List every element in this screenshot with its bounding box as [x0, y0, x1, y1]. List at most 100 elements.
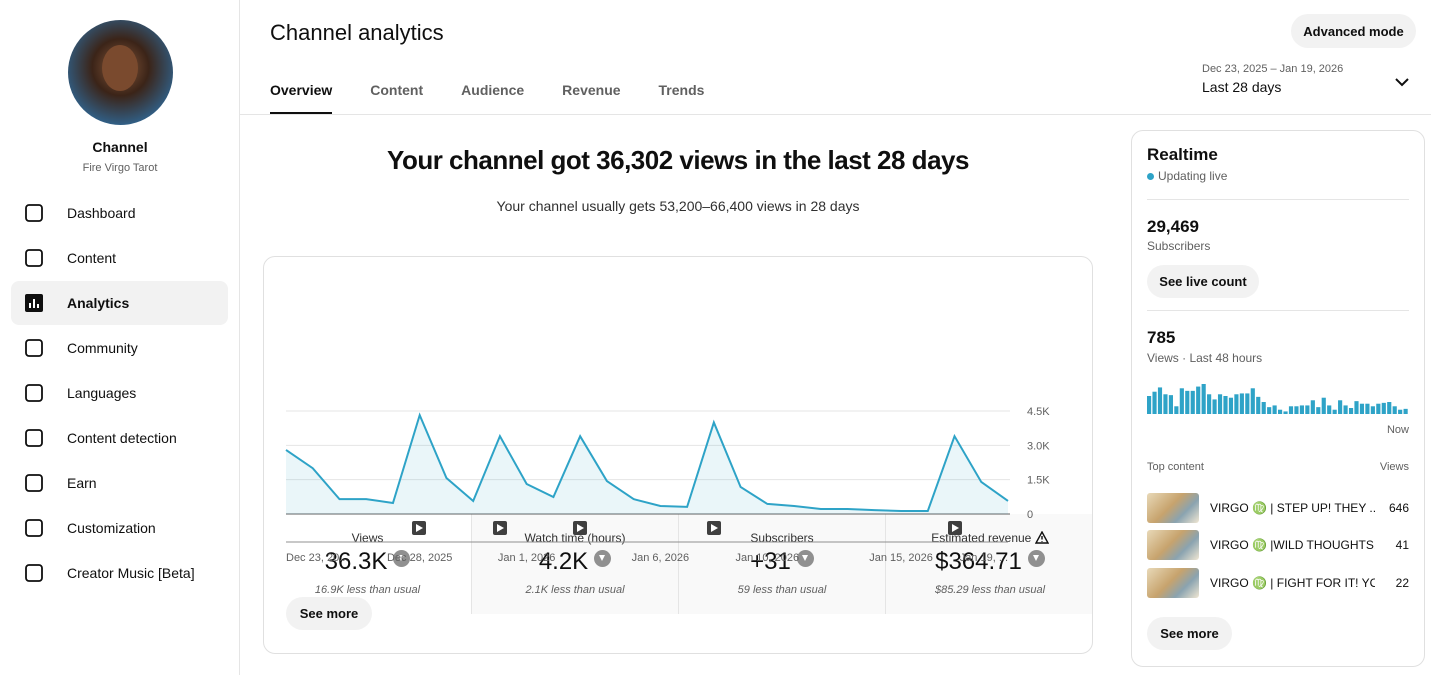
nav-label: Analytics [67, 295, 130, 311]
page-title: Channel analytics [270, 20, 444, 45]
metric-value: +31 [679, 548, 885, 576]
subscriber-count: 29,469 [1147, 217, 1199, 236]
metric-delta: 59 less than usual [737, 584, 827, 596]
metric-value-text: 4.2K [538, 548, 589, 575]
metric-value: 36.3K [264, 548, 471, 576]
realtime-status: Updating live [1147, 169, 1227, 183]
nav-icon [25, 204, 43, 222]
metric-value-text: $364.71 [935, 548, 1022, 575]
tab[interactable]: Audience [461, 82, 525, 98]
nav-icon [25, 429, 43, 447]
video-views: 646 [1388, 501, 1409, 515]
realtime-title: Realtime [1147, 145, 1218, 164]
realtime-views: 785 [1147, 328, 1176, 347]
period-dropdown[interactable] [1394, 74, 1410, 90]
typical-range: Your channel usually gets 53,200–66,400 … [496, 198, 860, 214]
metric-value: $364.71 [886, 548, 1092, 576]
nav-icon [25, 294, 43, 312]
nav-icon [25, 384, 43, 402]
realtime-card [1131, 130, 1425, 667]
nav-icon [25, 519, 43, 537]
divider [1147, 199, 1409, 200]
metric-tile[interactable]: Estimated revenue $364.71 $85.29 less th… [885, 514, 1092, 614]
video-views: 41 [1395, 538, 1409, 552]
realtime-views-label: Views · Last 48 hours [1147, 351, 1263, 365]
metric-label: Views [351, 531, 384, 545]
nav-label: Community [67, 340, 138, 356]
nav-item[interactable]: Customization [11, 506, 228, 550]
metric-delta: $85.29 less than usual [934, 584, 1046, 596]
down-icon [1027, 550, 1045, 567]
metric-tile[interactable]: Watch time (hours) 4.2K 2.1K less than u… [471, 514, 678, 614]
nav-item[interactable]: Analytics [11, 281, 228, 325]
metric-tile[interactable]: Subscribers +31 59 less than usual [678, 514, 885, 614]
subscriber-label: Subscribers [1147, 239, 1211, 253]
video-views: 22 [1395, 576, 1409, 590]
nav-item[interactable]: Content detection [11, 416, 228, 460]
top-content-item[interactable]: VIRGO ♍️ | FIGHT FOR IT! YO... 22 [1147, 568, 1409, 598]
nav-item[interactable]: Content [11, 236, 228, 280]
metric-label: Watch time (hours) [524, 531, 626, 545]
nav-label: Content detection [67, 430, 177, 446]
headline: Your channel got 36,302 views in the las… [387, 145, 969, 175]
nav-item[interactable]: Earn [11, 461, 228, 505]
down-icon [594, 550, 612, 567]
date-range: Dec 23, 2025 – Jan 19, 2026 [1202, 63, 1344, 75]
tab[interactable]: Revenue [562, 82, 621, 98]
nav-icon [25, 564, 43, 582]
advanced-mode-button[interactable]: Advanced mode [1291, 14, 1416, 48]
nav-item[interactable]: Community [11, 326, 228, 370]
header-divider [240, 114, 1431, 115]
metrics-card: Views 36.3K 16.9K less than usual Watch … [263, 256, 1093, 654]
nav-item[interactable]: Dashboard [11, 191, 228, 235]
metric-label: Subscribers [750, 531, 814, 545]
thumbnail [1147, 493, 1199, 523]
metric-value-text: 36.3K [324, 548, 388, 575]
see-more-button[interactable]: See more [286, 597, 372, 630]
tab[interactable]: Content [370, 82, 424, 98]
top-content-title: Top content [1147, 461, 1204, 473]
nav-label: Languages [67, 385, 137, 401]
nav-item[interactable]: Creator Music [Beta] [11, 551, 228, 595]
nav-label: Creator Music [Beta] [67, 565, 195, 581]
metric-label: Estimated revenue [886, 530, 1092, 545]
nav-label: Content [67, 250, 117, 266]
top-content-item[interactable]: VIRGO ♍️ | STEP UP! THEY ... 646 [1147, 493, 1409, 523]
realtime-see-more[interactable]: See more [1147, 617, 1232, 650]
down-icon [796, 550, 814, 567]
nav-icon [25, 339, 43, 357]
views-column: Views [1379, 461, 1409, 473]
live-count-button[interactable]: See live count [1147, 265, 1259, 298]
avatar[interactable] [68, 20, 173, 125]
warning-icon [1034, 530, 1049, 544]
thumbnail [1147, 530, 1199, 560]
now-label: Now [1386, 424, 1409, 436]
divider [1147, 310, 1409, 311]
nav-icon [25, 474, 43, 492]
nav-item[interactable]: Languages [11, 371, 228, 415]
nav-label: Earn [67, 475, 97, 491]
tab[interactable]: Overview [270, 82, 333, 114]
status-text: Updating live [1158, 169, 1228, 183]
nav-icon [25, 249, 43, 267]
channel-name: Fire Virgo Tarot [82, 162, 158, 174]
period[interactable]: Last 28 days [1202, 79, 1282, 95]
metric-delta: 2.1K less than usual [525, 584, 625, 596]
nav-label: Customization [67, 520, 156, 536]
nav-label: Dashboard [67, 205, 136, 221]
live-dot [1147, 173, 1154, 180]
channel-label: Channel [92, 139, 148, 155]
metric-value-text: +31 [750, 548, 791, 575]
tab[interactable]: Trends [658, 82, 705, 98]
down-icon [393, 550, 411, 567]
top-content-item[interactable]: VIRGO ♍️ |WILD THOUGHTS!... 41 [1147, 530, 1409, 560]
video-title: VIRGO ♍️ | STEP UP! THEY ... [1210, 501, 1375, 515]
metric-value: 4.2K [472, 548, 678, 576]
metric-delta: 16.9K less than usual [314, 584, 421, 596]
sidebar: Channel Fire Virgo Tarot Dashboard Conten… [0, 0, 240, 675]
thumbnail [1147, 568, 1199, 598]
metric-label-text: Estimated revenue [931, 531, 1032, 545]
video-title: VIRGO ♍️ |WILD THOUGHTS!... [1210, 538, 1375, 552]
